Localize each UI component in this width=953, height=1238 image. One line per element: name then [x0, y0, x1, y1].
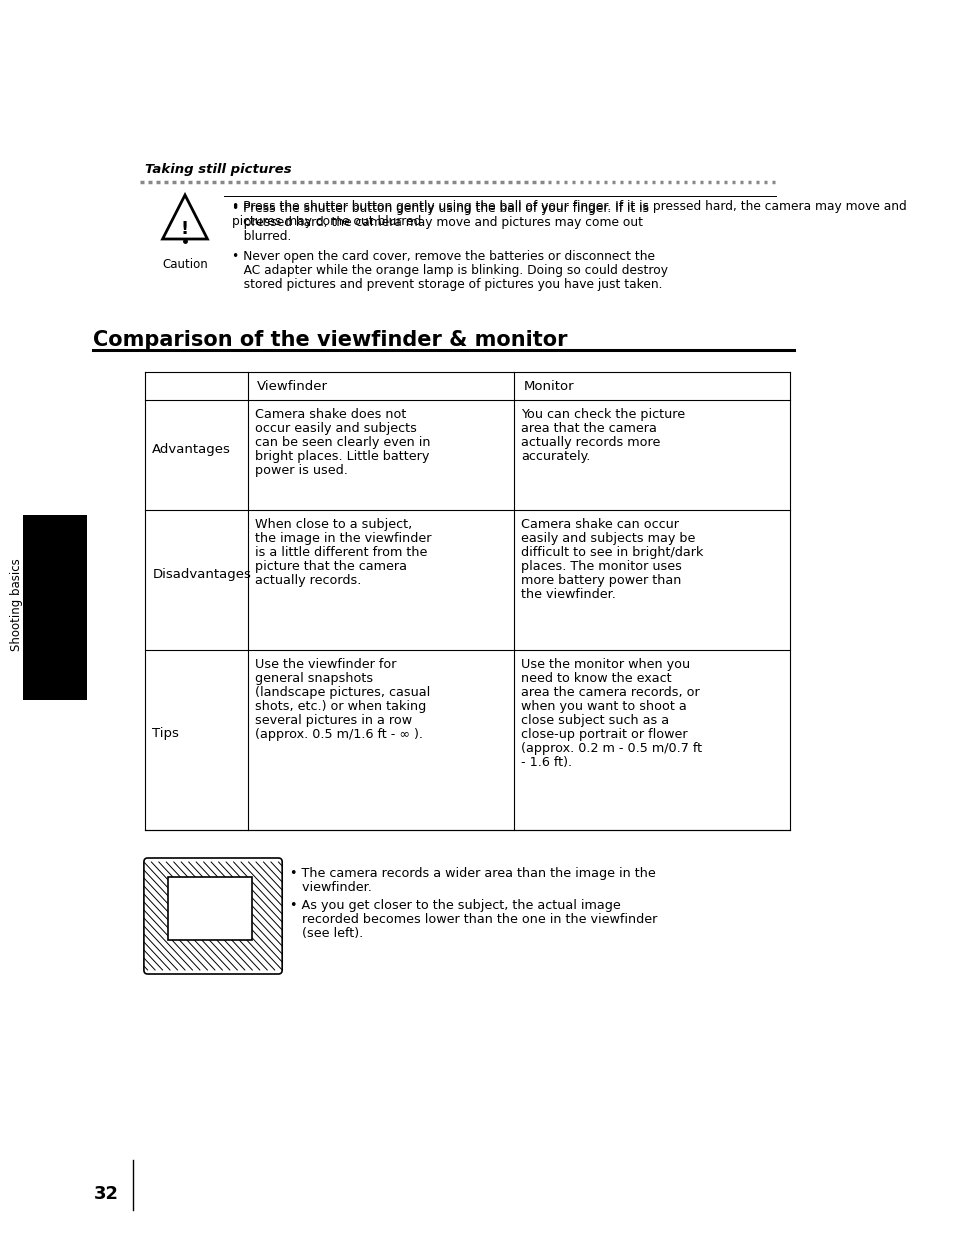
Text: • Press the shutter button gently using the ball of your finger. If it is: • Press the shutter button gently using … [232, 202, 648, 215]
Text: • Press the shutter button gently using the ball of your finger. If it is presse: • Press the shutter button gently using … [232, 201, 905, 228]
Text: actually records more: actually records more [521, 436, 660, 449]
Text: Camera shake does not: Camera shake does not [254, 409, 406, 421]
Text: Disadvantages: Disadvantages [152, 567, 251, 581]
Text: pressed hard, the camera may move and pictures may come out: pressed hard, the camera may move and pi… [232, 215, 642, 229]
Bar [168, 877, 252, 940]
Text: picture that the camera: picture that the camera [254, 560, 407, 573]
Text: the image in the viewfinder: the image in the viewfinder [254, 532, 431, 545]
Text: bright places. Little battery: bright places. Little battery [254, 449, 429, 463]
Text: power is used.: power is used. [254, 464, 348, 477]
Text: difficult to see in bright/dark: difficult to see in bright/dark [521, 546, 703, 560]
Text: (see left).: (see left). [290, 927, 362, 940]
Text: easily and subjects may be: easily and subjects may be [521, 532, 695, 545]
Text: several pictures in a row: several pictures in a row [254, 714, 412, 727]
Text: Shooting basics: Shooting basics [10, 558, 23, 651]
Text: when you want to shoot a: when you want to shoot a [521, 699, 686, 713]
Text: close-up portrait or flower: close-up portrait or flower [521, 728, 687, 742]
Text: area that the camera: area that the camera [521, 422, 657, 435]
Text: • Never open the card cover, remove the batteries or disconnect the: • Never open the card cover, remove the … [232, 250, 654, 262]
Text: actually records.: actually records. [254, 574, 361, 587]
Text: 32: 32 [93, 1185, 118, 1203]
Text: Caution: Caution [162, 258, 208, 271]
Text: occur easily and subjects: occur easily and subjects [254, 422, 416, 435]
Text: recorded becomes lower than the one in the viewfinder: recorded becomes lower than the one in t… [290, 912, 657, 926]
Text: (landscape pictures, casual: (landscape pictures, casual [254, 686, 430, 699]
Text: is a little different from the: is a little different from the [254, 546, 427, 560]
Text: Use the viewfinder for: Use the viewfinder for [254, 659, 396, 671]
Text: Use the monitor when you: Use the monitor when you [521, 659, 690, 671]
Text: need to know the exact: need to know the exact [521, 672, 671, 685]
Text: close subject such as a: close subject such as a [521, 714, 669, 727]
Text: can be seen clearly even in: can be seen clearly even in [254, 436, 430, 449]
Text: Comparison of the viewfinder & monitor: Comparison of the viewfinder & monitor [93, 331, 567, 350]
Text: places. The monitor uses: places. The monitor uses [521, 560, 681, 573]
Text: more battery power than: more battery power than [521, 574, 681, 587]
Text: • The camera records a wider area than the image in the: • The camera records a wider area than t… [290, 867, 655, 880]
FancyBboxPatch shape [23, 515, 87, 699]
Text: You can check the picture: You can check the picture [521, 409, 685, 421]
Text: shots, etc.) or when taking: shots, etc.) or when taking [254, 699, 426, 713]
Text: (approx. 0.5 m/1.6 ft - ∞ ).: (approx. 0.5 m/1.6 ft - ∞ ). [254, 728, 422, 742]
Text: blurred.: blurred. [232, 230, 291, 243]
Text: stored pictures and prevent storage of pictures you have just taken.: stored pictures and prevent storage of p… [232, 279, 661, 291]
Text: Viewfinder: Viewfinder [256, 380, 328, 392]
Text: Monitor: Monitor [522, 380, 574, 392]
FancyBboxPatch shape [144, 858, 282, 974]
Text: viewfinder.: viewfinder. [290, 881, 371, 894]
Text: !: ! [181, 220, 189, 238]
Text: - 1.6 ft).: - 1.6 ft). [521, 756, 572, 769]
Text: general snapshots: general snapshots [254, 672, 373, 685]
Text: When close to a subject,: When close to a subject, [254, 517, 412, 531]
Text: the viewfinder.: the viewfinder. [521, 588, 616, 600]
Text: Taking still pictures: Taking still pictures [145, 163, 292, 176]
Text: Tips: Tips [152, 728, 179, 740]
Text: Camera shake can occur: Camera shake can occur [521, 517, 679, 531]
Text: Advantages: Advantages [152, 442, 231, 456]
Text: • As you get closer to the subject, the actual image: • As you get closer to the subject, the … [290, 899, 619, 912]
Text: accurately.: accurately. [521, 449, 590, 463]
Text: AC adapter while the orange lamp is blinking. Doing so could destroy: AC adapter while the orange lamp is blin… [232, 264, 667, 277]
Text: (approx. 0.2 m - 0.5 m/0.7 ft: (approx. 0.2 m - 0.5 m/0.7 ft [521, 742, 701, 755]
Text: area the camera records, or: area the camera records, or [521, 686, 700, 699]
